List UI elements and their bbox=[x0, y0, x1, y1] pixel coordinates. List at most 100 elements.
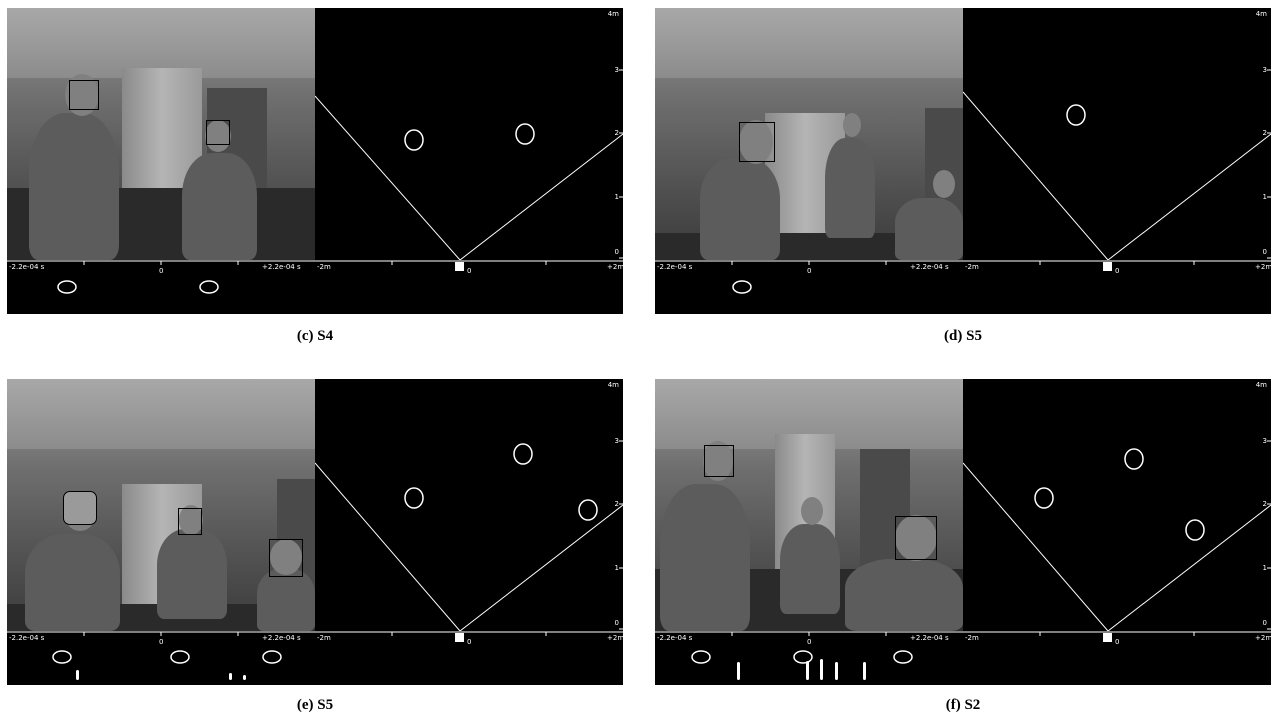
map-axis-center-label: 0 bbox=[467, 267, 472, 275]
audio-spike bbox=[76, 670, 79, 680]
person-head bbox=[895, 515, 937, 561]
map-y-tick-label: 3 bbox=[614, 66, 619, 74]
map-axis-left-label: -2m bbox=[317, 263, 331, 271]
person-left bbox=[700, 158, 780, 260]
top-view-map: 4m 3 2 1 0 bbox=[315, 379, 623, 631]
time-axis-right-label: +2.2e-04 s bbox=[262, 634, 301, 642]
camera-position-marker bbox=[1103, 633, 1112, 642]
camera-view bbox=[655, 8, 963, 260]
field-of-view-line-right bbox=[1107, 504, 1271, 631]
panel-caption: (e) S5 bbox=[296, 697, 334, 713]
field-of-view-line-left bbox=[963, 91, 1109, 260]
tracked-target bbox=[1185, 519, 1205, 541]
face-detection-box-occluded bbox=[63, 491, 97, 525]
map-svg bbox=[315, 440, 623, 631]
time-axis-left-label: -2.2e-04 s bbox=[9, 634, 45, 642]
audio-spike bbox=[863, 662, 866, 680]
person-head bbox=[703, 441, 733, 481]
person-right bbox=[895, 198, 963, 260]
panel-caption: (c) S4 bbox=[296, 328, 334, 344]
map-axis-left-label: -2m bbox=[965, 263, 979, 271]
audio-strip: -2.2e-04 s 0 +2.2e-04 s -2m 0 +2m bbox=[7, 631, 625, 685]
map-axis-left-label: -2m bbox=[965, 634, 979, 642]
map-y-tick-label: 3 bbox=[1262, 437, 1267, 445]
figure-panel-c: 4m 3 2 1 0 -2.2e-04 s 0 +2.2e-04 s -2m 0… bbox=[7, 8, 625, 314]
panel-caption: (f) S2 bbox=[945, 697, 981, 713]
person-standing bbox=[825, 138, 875, 238]
map-y-tick-label: 0 bbox=[614, 248, 619, 256]
time-axis-left-label: -2.2e-04 s bbox=[9, 263, 45, 271]
face-detection-box bbox=[704, 445, 734, 477]
tracked-target bbox=[513, 443, 533, 465]
field-of-view-line-left bbox=[963, 462, 1109, 631]
person-head bbox=[205, 120, 231, 152]
audio-ellipse bbox=[262, 650, 282, 664]
audio-ellipse bbox=[893, 650, 913, 664]
map-y-tick-label: 1 bbox=[614, 564, 619, 572]
map-axis-right-label: +2m bbox=[607, 634, 625, 642]
ceiling bbox=[655, 8, 963, 78]
audio-spike bbox=[806, 661, 809, 680]
map-svg bbox=[963, 440, 1271, 631]
map-y-tick-label: 2 bbox=[614, 129, 619, 137]
ceiling bbox=[7, 379, 315, 449]
time-axis-left-label: -2.2e-04 s bbox=[657, 634, 693, 642]
camera-view bbox=[7, 379, 315, 631]
map-svg bbox=[315, 69, 623, 260]
camera-position-marker bbox=[455, 262, 464, 271]
time-axis-right-label: +2.2e-04 s bbox=[262, 263, 301, 271]
field-of-view-line-left bbox=[315, 95, 461, 260]
audio-ellipse bbox=[52, 650, 72, 664]
audio-strip: -2.2e-04 s 0 +2.2e-04 s -2m 0 +2m bbox=[7, 260, 625, 314]
time-axis-left-label: -2.2e-04 s bbox=[657, 263, 693, 271]
time-axis-center-label: 0 bbox=[159, 267, 164, 275]
time-axis-center-label: 0 bbox=[807, 638, 812, 646]
audio-spike bbox=[229, 673, 232, 680]
map-y-tick-label: 3 bbox=[1262, 66, 1267, 74]
audio-spike bbox=[737, 662, 740, 680]
ceiling bbox=[7, 8, 315, 78]
map-svg bbox=[963, 69, 1271, 260]
map-y-tick-label: 1 bbox=[1262, 193, 1267, 201]
top-view-map: 4m 3 2 1 0 bbox=[315, 8, 623, 260]
person-head bbox=[739, 120, 773, 164]
audio-ellipse bbox=[793, 650, 813, 664]
tracked-target bbox=[1034, 487, 1054, 509]
map-y-tick-label: 1 bbox=[614, 193, 619, 201]
person-head bbox=[270, 539, 302, 575]
map-y-tick-label: 2 bbox=[614, 500, 619, 508]
person-center bbox=[780, 524, 840, 614]
person-left bbox=[29, 113, 119, 260]
person-right bbox=[845, 559, 963, 631]
face-detection-box bbox=[69, 80, 99, 110]
face-detection-box bbox=[895, 516, 937, 560]
map-axis-center-label: 0 bbox=[1115, 638, 1120, 646]
person-right bbox=[257, 569, 315, 631]
map-axis-center-label: 0 bbox=[1115, 267, 1120, 275]
audio-ellipse bbox=[732, 280, 752, 294]
time-axis-center-label: 0 bbox=[159, 638, 164, 646]
map-axis-top-label: 4m bbox=[607, 10, 619, 18]
top-view-map: 4m 3 2 1 0 bbox=[963, 8, 1271, 260]
person-right bbox=[182, 153, 257, 260]
audio-ellipse bbox=[199, 280, 219, 294]
tracked-target bbox=[1124, 448, 1144, 470]
audio-ellipse bbox=[691, 650, 711, 664]
map-y-tick-label: 1 bbox=[1262, 564, 1267, 572]
face-detection-box bbox=[178, 508, 202, 535]
audio-spike bbox=[243, 675, 246, 680]
field-of-view-line-left bbox=[315, 462, 461, 631]
person-head bbox=[933, 170, 955, 198]
map-y-tick-label: 0 bbox=[614, 619, 619, 627]
map-axis-right-label: +2m bbox=[1255, 634, 1273, 642]
audio-ellipse bbox=[170, 650, 190, 664]
map-axis-right-label: +2m bbox=[607, 263, 625, 271]
audio-spike bbox=[820, 659, 823, 680]
person-head bbox=[179, 505, 203, 535]
field-of-view-line-right bbox=[459, 504, 623, 631]
time-axis-center-label: 0 bbox=[807, 267, 812, 275]
audio-svg bbox=[7, 260, 623, 294]
map-axis-right-label: +2m bbox=[1255, 263, 1273, 271]
face-detection-box bbox=[269, 539, 303, 577]
tracked-target bbox=[404, 487, 424, 509]
